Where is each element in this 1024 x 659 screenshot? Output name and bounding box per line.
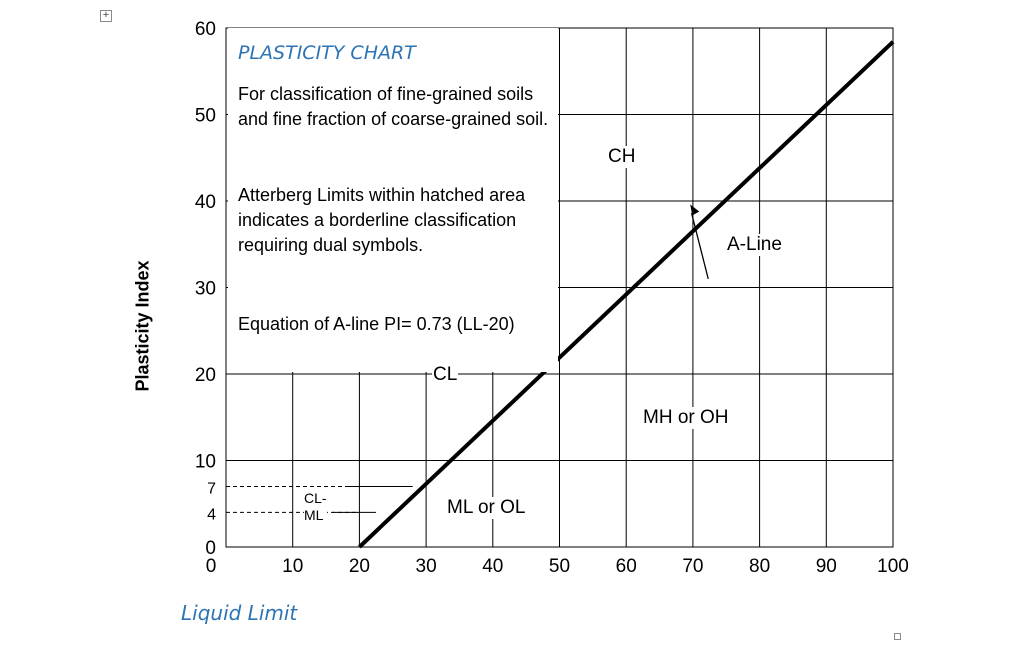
a-line-arrow-head <box>690 204 700 216</box>
region-label-ml-ol: ML or OL <box>447 497 526 519</box>
note-box: PLASTICITY CHART For classification of f… <box>228 28 558 372</box>
a-line-arrow-shaft <box>690 212 709 280</box>
region-label-ch: CH <box>608 146 636 168</box>
y-tick-label-4: 4 <box>207 506 216 523</box>
region-label-cl: CL <box>432 364 459 386</box>
y-tick-label-30: 30 <box>195 279 216 300</box>
x-tick-label-40: 40 <box>482 556 503 577</box>
y-tick-label-40: 40 <box>195 192 216 213</box>
x-tick-label-20: 20 <box>349 556 370 577</box>
x-tick-label-10: 10 <box>282 556 303 577</box>
origin-label: 0 <box>206 556 217 577</box>
x-tick-label-60: 60 <box>616 556 637 577</box>
a-line <box>358 40 895 549</box>
x-tick-label-30: 30 <box>416 556 437 577</box>
region-label-mh-oh: MH or OH <box>643 407 729 429</box>
chart-title: PLASTICITY CHART <box>238 42 416 64</box>
region-label-cl-ml: CL- ML <box>304 490 327 524</box>
y-tick-labels: 0 4 7 10 20 30 40 50 60 <box>195 19 216 559</box>
a-line-label: A-Line <box>727 234 782 256</box>
y-tick-label-60: 60 <box>195 19 216 40</box>
x-tick-labels: 10 20 30 40 50 60 70 80 90 100 0 <box>206 556 909 577</box>
x-tick-label-70: 70 <box>682 556 703 577</box>
y-tick-label-20: 20 <box>195 365 216 386</box>
x-tick-label-80: 80 <box>749 556 770 577</box>
table-resize-handle[interactable] <box>894 633 901 640</box>
note-paragraph-3: Equation of A-line PI= 0.73 (LL-20) <box>238 314 515 334</box>
table-move-handle[interactable]: + <box>100 10 112 22</box>
note-paragraph-2: Atterberg Limits within hatched area ind… <box>238 185 526 255</box>
note-paragraph-1: For classification of fine-grained soils… <box>238 84 549 129</box>
x-tick-label-100: 100 <box>877 556 909 577</box>
x-tick-label-50: 50 <box>549 556 570 577</box>
x-tick-label-90: 90 <box>816 556 837 577</box>
y-tick-label-50: 50 <box>195 106 216 127</box>
y-tick-label-7: 7 <box>207 480 216 497</box>
y-tick-label-10: 10 <box>195 452 216 473</box>
x-axis-label: Liquid Limit <box>181 601 298 625</box>
y-tick-label-0: 0 <box>205 538 216 559</box>
a-line-series <box>358 40 895 549</box>
y-axis-label: Plasticity Index <box>132 260 153 392</box>
